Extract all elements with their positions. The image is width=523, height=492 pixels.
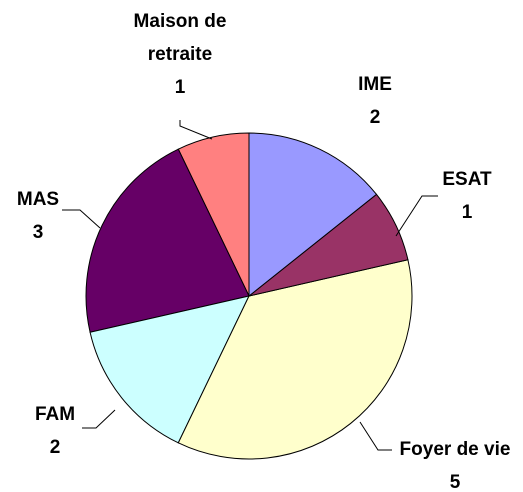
label-name: Foyer de vie [399,439,511,460]
data-label: MAS 3 [8,183,68,249]
leader-line [359,421,392,451]
label-name: IME [358,74,392,95]
data-label: Foyer de vie 5 [375,433,523,492]
pie-slice [248,132,378,298]
leader-line [62,209,101,229]
label-value: 2 [369,107,381,128]
label-name: Maison de retraite [133,11,227,65]
label-name: MAS [16,189,60,210]
leader-line [82,409,116,429]
leader-lines [62,120,438,451]
data-label: ESAT 1 [437,163,497,229]
data-label: Maison de retraite 1 [120,5,240,104]
leader-line [179,120,213,140]
leader-line [395,195,438,237]
pie-slice [89,295,250,444]
label-value: 1 [174,77,186,98]
label-value: 2 [49,437,61,458]
pie-slice [85,148,250,333]
label-name: FAM [34,404,76,425]
data-label: FAM 2 [25,398,85,464]
label-name: ESAT [442,169,492,190]
pie-slice [177,259,413,460]
data-label: IME 2 [345,68,405,134]
label-value: 1 [461,202,473,223]
label-value: 5 [449,472,461,492]
label-value: 3 [32,222,44,243]
